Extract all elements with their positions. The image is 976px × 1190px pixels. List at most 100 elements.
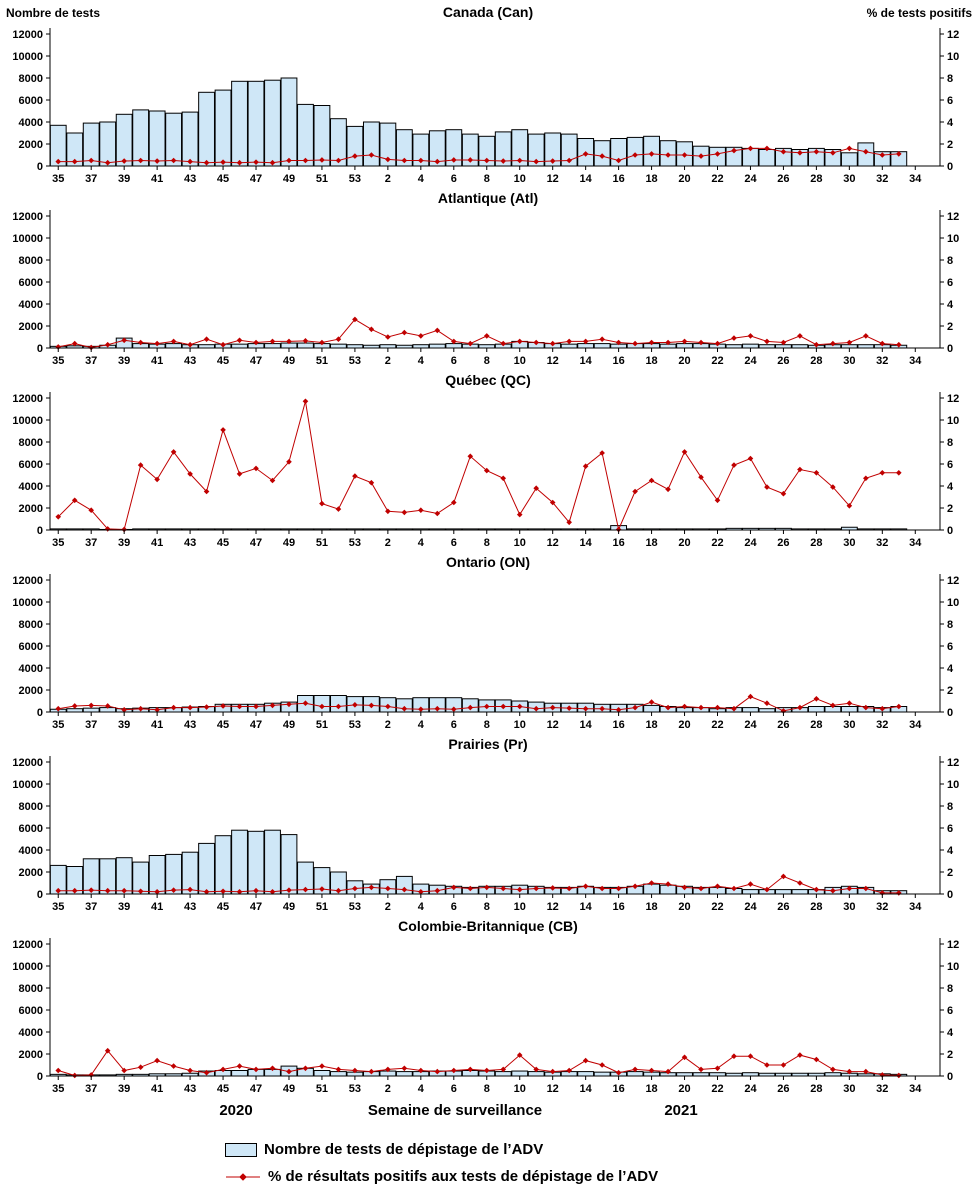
svg-text:34: 34 (909, 1083, 922, 1095)
svg-text:26: 26 (777, 355, 789, 367)
svg-text:2: 2 (947, 139, 953, 151)
svg-text:22: 22 (711, 355, 723, 367)
svg-text:12: 12 (547, 1083, 559, 1095)
svg-text:12: 12 (947, 757, 959, 769)
legend-label-percent: % de résultats positifs aux tests de dép… (268, 1168, 659, 1185)
svg-text:26: 26 (777, 173, 789, 185)
svg-text:12: 12 (547, 901, 559, 913)
panel-prairies: Prairies (Pr) 0 2000 4000 6000 8000 10000 1200… (0, 734, 976, 916)
svg-text:39: 39 (118, 537, 130, 549)
svg-text:2: 2 (947, 685, 953, 697)
svg-text:2: 2 (385, 1083, 391, 1095)
svg-text:24: 24 (744, 173, 757, 185)
x-axis-label: Semaine de surveillance (367, 1102, 543, 1119)
svg-text:12000: 12000 (12, 393, 43, 405)
svg-text:53: 53 (349, 719, 361, 731)
svg-text:0: 0 (37, 1071, 43, 1083)
svg-text:0: 0 (37, 343, 43, 355)
svg-text:6: 6 (947, 277, 953, 289)
svg-text:16: 16 (612, 173, 624, 185)
svg-text:12000: 12000 (12, 29, 43, 41)
svg-text:45: 45 (217, 537, 229, 549)
svg-text:30: 30 (843, 537, 855, 549)
svg-text:43: 43 (184, 355, 196, 367)
svg-text:2000: 2000 (19, 139, 43, 151)
svg-text:39: 39 (118, 719, 130, 731)
svg-text:53: 53 (349, 901, 361, 913)
svg-text:24: 24 (744, 901, 757, 913)
svg-text:6000: 6000 (19, 459, 43, 471)
svg-text:18: 18 (645, 537, 657, 549)
svg-text:10: 10 (514, 173, 526, 185)
svg-text:8: 8 (947, 619, 953, 631)
svg-text:35: 35 (52, 901, 64, 913)
legend-item-tests: Nombre de tests de dépistage de l’ADV (225, 1136, 976, 1163)
svg-text:4000: 4000 (19, 1027, 43, 1039)
svg-text:37: 37 (85, 719, 97, 731)
svg-text:47: 47 (250, 173, 262, 185)
svg-text:37: 37 (85, 173, 97, 185)
svg-text:6: 6 (947, 641, 953, 653)
svg-text:39: 39 (118, 355, 130, 367)
svg-text:10000: 10000 (12, 779, 43, 791)
svg-text:6000: 6000 (19, 1005, 43, 1017)
svg-text:12: 12 (547, 719, 559, 731)
svg-text:12000: 12000 (12, 939, 43, 951)
svg-text:6: 6 (451, 901, 457, 913)
legend-item-percent: % de résultats positifs aux tests de dép… (225, 1163, 976, 1190)
panel-ontario: Ontario (ON) 0 2000 4000 6000 8000 10000 12000… (0, 552, 976, 734)
left-axis-title: Nombre de tests (6, 6, 101, 20)
svg-text:41: 41 (151, 1083, 163, 1095)
panel-title-prairies: Prairies (Pr) (448, 736, 528, 752)
svg-text:4: 4 (418, 1083, 425, 1095)
svg-text:28: 28 (810, 719, 822, 731)
svg-text:51: 51 (316, 1083, 328, 1095)
svg-text:12: 12 (547, 173, 559, 185)
svg-text:10000: 10000 (12, 597, 43, 609)
year-2021-label: 2021 (664, 1102, 698, 1119)
svg-text:53: 53 (349, 173, 361, 185)
svg-text:28: 28 (810, 901, 822, 913)
svg-text:12: 12 (947, 575, 959, 587)
svg-text:10: 10 (514, 719, 526, 731)
svg-text:8000: 8000 (19, 619, 43, 631)
svg-text:8: 8 (947, 255, 953, 267)
svg-text:4: 4 (418, 355, 425, 367)
svg-text:8000: 8000 (19, 255, 43, 267)
svg-text:12000: 12000 (12, 211, 43, 223)
svg-text:22: 22 (711, 901, 723, 913)
svg-text:20: 20 (678, 355, 690, 367)
svg-text:37: 37 (85, 901, 97, 913)
svg-text:10: 10 (947, 597, 959, 609)
svg-text:22: 22 (711, 719, 723, 731)
svg-text:10: 10 (947, 233, 959, 245)
svg-text:8: 8 (484, 537, 490, 549)
svg-text:12: 12 (547, 537, 559, 549)
svg-text:45: 45 (217, 355, 229, 367)
svg-text:2: 2 (947, 321, 953, 333)
svg-text:8: 8 (947, 983, 953, 995)
panel-title-quebec: Québec (QC) (445, 372, 531, 388)
svg-text:12000: 12000 (12, 757, 43, 769)
svg-text:8: 8 (484, 1083, 490, 1095)
svg-text:6: 6 (947, 95, 953, 107)
svg-text:10: 10 (514, 537, 526, 549)
svg-text:8000: 8000 (19, 801, 43, 813)
svg-text:35: 35 (52, 537, 64, 549)
svg-text:0: 0 (947, 889, 953, 901)
svg-text:12: 12 (947, 211, 959, 223)
svg-text:0: 0 (947, 1071, 953, 1083)
svg-text:35: 35 (52, 1083, 64, 1095)
svg-text:45: 45 (217, 1083, 229, 1095)
svg-text:45: 45 (217, 173, 229, 185)
svg-text:20: 20 (678, 173, 690, 185)
svg-text:41: 41 (151, 537, 163, 549)
panel-title-canada: Canada (Can) (442, 4, 534, 20)
svg-text:24: 24 (744, 355, 757, 367)
svg-text:12: 12 (547, 355, 559, 367)
svg-text:34: 34 (909, 901, 922, 913)
svg-text:47: 47 (250, 537, 262, 549)
svg-text:2: 2 (947, 867, 953, 879)
